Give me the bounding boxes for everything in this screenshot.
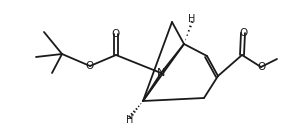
Text: O: O	[239, 28, 247, 38]
Text: O: O	[112, 29, 120, 39]
Text: O: O	[86, 61, 94, 71]
Text: H: H	[188, 14, 196, 24]
Text: H: H	[126, 115, 134, 125]
Text: N: N	[157, 68, 165, 78]
Text: O: O	[257, 62, 265, 72]
